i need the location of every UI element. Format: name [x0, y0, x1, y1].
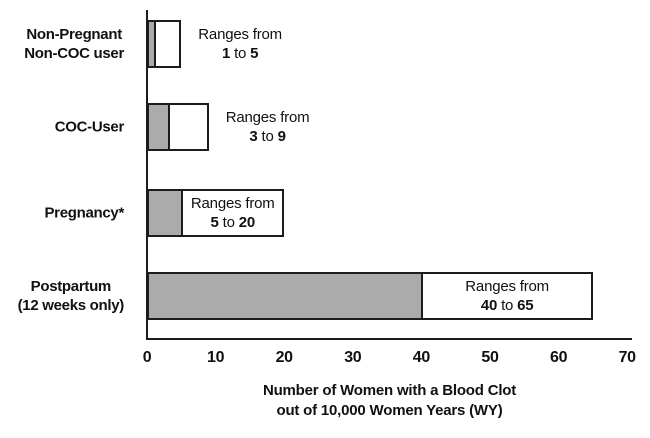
x-tick-label: 70 — [618, 349, 637, 366]
category-label-line: Non-Pregnant — [26, 26, 122, 43]
x-axis-title-line2: out of 10,000 Women Years (WY) — [276, 402, 503, 419]
x-tick-label: 10 — [206, 349, 225, 366]
bar-range — [167, 103, 209, 151]
x-axis-title-line1: Number of Women with a Blood Clot — [262, 382, 517, 399]
bar-annotation: Ranges from 40 to 65 — [421, 277, 593, 315]
category-label-line: Non-COC user — [24, 45, 124, 62]
bar-below-range — [147, 20, 154, 68]
annotation-prefix: Ranges from — [190, 195, 275, 212]
bar-range — [153, 20, 182, 68]
annotation-range: 1 to 5 — [221, 45, 259, 62]
annotation-range: 3 to 9 — [249, 128, 286, 145]
category-label: Pregnancy* — [44, 204, 124, 223]
category-label: Postpartum (12 weeks only) — [17, 277, 125, 315]
category-label-line: Postpartum — [30, 278, 112, 295]
x-tick-label: 20 — [275, 349, 294, 366]
bar-annotation: Ranges from 3 to 9 — [226, 108, 310, 146]
x-tick-label: 40 — [412, 349, 431, 366]
annotation-prefix: Ranges from — [198, 26, 282, 43]
x-tick-label: 60 — [549, 349, 568, 366]
x-tick-label: 50 — [481, 349, 499, 366]
category-label-line: (12 weeks only) — [17, 297, 125, 314]
x-axis-title: Number of Women with a Blood Clot out of… — [147, 381, 632, 421]
bar-annotation: Ranges from 1 to 5 — [198, 25, 282, 63]
bar-range — [181, 189, 285, 237]
category-label-line: COC-User — [54, 118, 125, 136]
annotation-range: 5 to 20 — [210, 214, 255, 231]
bar-below-range — [147, 272, 422, 320]
category-label-line: Pregnancy* — [44, 204, 124, 222]
annotation-prefix: Ranges from — [225, 109, 310, 126]
category-label: Non-Pregnant Non-COC user — [24, 25, 124, 63]
x-tick-label: 30 — [344, 349, 362, 366]
category-label: COC-User — [54, 118, 125, 137]
annotation-range: 40 to 65 — [480, 297, 534, 314]
bar-annotation: Ranges from 5 to 20 — [181, 194, 284, 232]
bar-below-range — [147, 103, 168, 151]
x-axis-line — [146, 338, 632, 340]
x-tick-label: 0 — [142, 349, 152, 366]
y-axis-line — [146, 10, 148, 340]
bar-below-range — [147, 189, 182, 237]
bar-range — [421, 272, 593, 320]
annotation-prefix: Ranges from — [465, 278, 549, 295]
